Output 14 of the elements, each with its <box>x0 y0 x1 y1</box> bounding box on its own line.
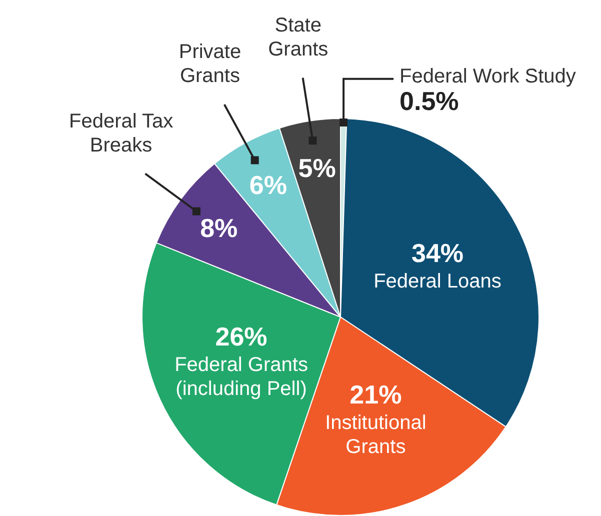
slice-label: Federal Work Study <box>400 65 576 88</box>
slice-label: Private Grants <box>178 41 242 88</box>
data-label: 26% <box>215 322 268 352</box>
data-label: 8% <box>200 212 238 243</box>
slice-label: State Grants <box>268 14 328 60</box>
data-label: 21% <box>350 380 402 410</box>
slice-label: Federal Loans <box>374 270 502 292</box>
slice-label: Federal Tax Breaks <box>68 110 174 156</box>
data-label: 34% <box>411 238 464 268</box>
data-label: 5% <box>298 153 336 184</box>
slice-label: Institutional Grants <box>325 412 426 458</box>
data-label: 0.5% <box>400 86 459 116</box>
data-label: 6% <box>249 170 287 200</box>
slice-label: Federal Grants (including Pell) <box>174 354 308 400</box>
